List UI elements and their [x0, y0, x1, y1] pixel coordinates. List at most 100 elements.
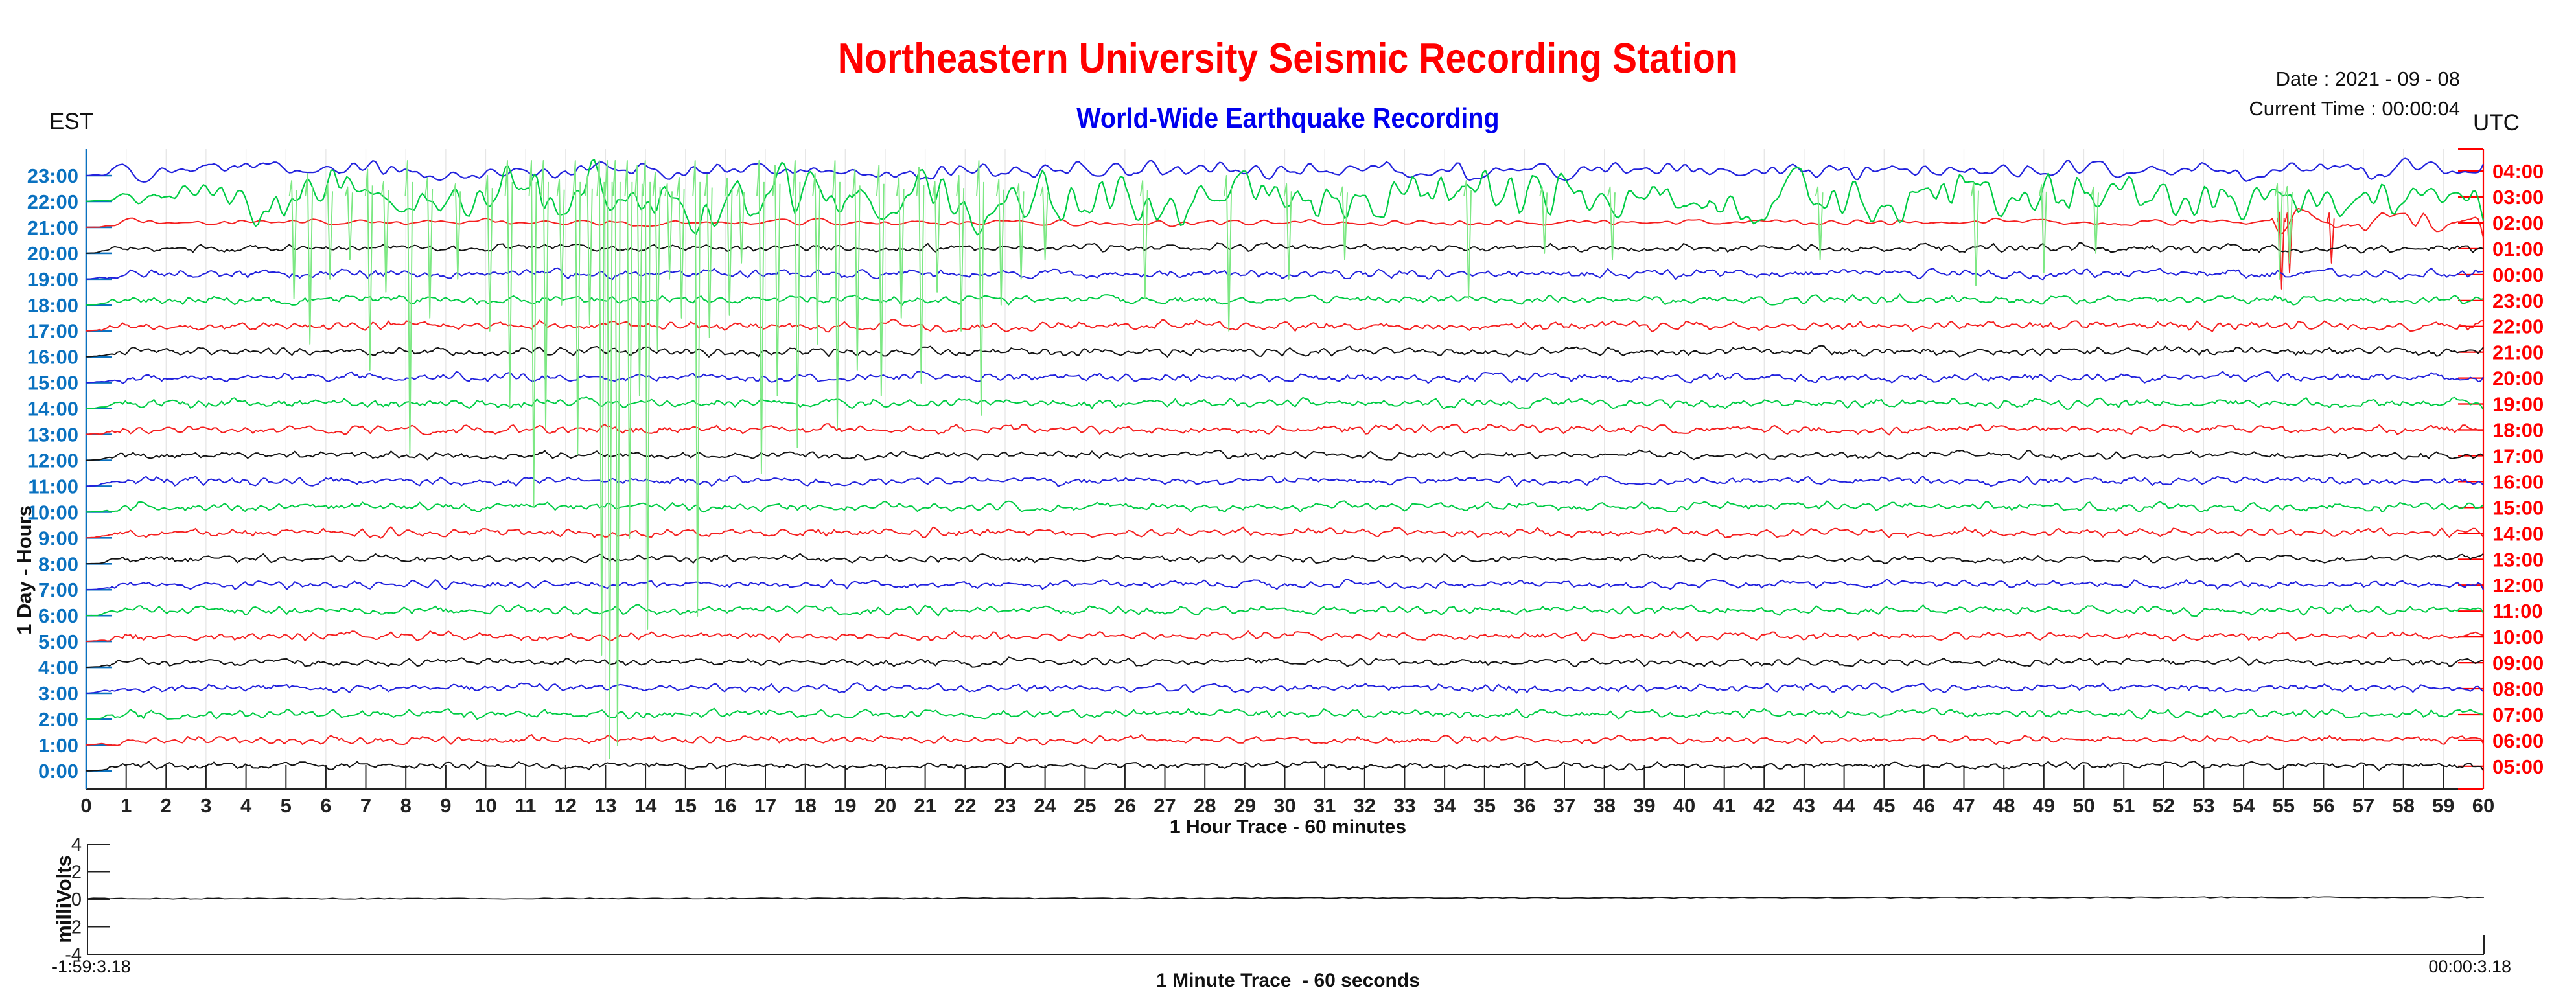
event-spike: [484, 174, 493, 332]
mv-tick-label: -2: [65, 917, 82, 938]
utc-hour-label: 05:00: [2492, 755, 2544, 778]
x-tick-label: 53: [2192, 794, 2214, 817]
event-spike: [812, 172, 821, 345]
x-tick-label: 48: [1993, 794, 2015, 817]
x-tick-label: 11: [515, 794, 537, 817]
utc-hour-label: 17:00: [2492, 445, 2544, 468]
chart-subtitle: World-Wide Earthquake Recording: [0, 102, 2576, 135]
est-hour-label: 9:00: [38, 527, 78, 549]
current-time-label: Current Time : 00:00:04: [2249, 97, 2460, 120]
x-tick-label: 19: [834, 794, 856, 817]
trace-1:00: [86, 734, 2484, 746]
event-spike: [404, 159, 413, 455]
utc-hour-label: 01:00: [2492, 238, 2544, 260]
est-hour-label: 22:00: [27, 190, 78, 213]
hours-axis-title: 1 Day - Hours: [13, 505, 36, 635]
event-spike: [364, 168, 373, 371]
x-tick-label: 51: [2113, 794, 2135, 817]
event-spike: [916, 166, 925, 384]
x-tick-label: 42: [1753, 794, 1775, 817]
x-tick-label: 41: [1713, 794, 1735, 817]
est-hour-label: 10:00: [27, 501, 78, 523]
x-tick-label: 35: [1474, 794, 1496, 817]
event-spike: [452, 183, 461, 280]
event-spike: [1039, 186, 1049, 260]
x-tick-label: 33: [1393, 794, 1415, 817]
x-tick-label: 0: [80, 794, 91, 817]
est-hour-label: 20:00: [27, 242, 78, 265]
event-spike: [2038, 184, 2047, 273]
event-spike: [634, 164, 643, 396]
event-spike: [832, 159, 841, 429]
x-tick-label: 8: [400, 794, 412, 817]
event-spike: [344, 186, 353, 260]
est-hour-label: 11:00: [28, 475, 78, 498]
x-tick-label: 46: [1913, 794, 1935, 817]
event-spike: [664, 183, 673, 280]
trace-3:00: [86, 682, 2484, 694]
event-spike: [772, 164, 781, 396]
utc-hour-label: 10:00: [2492, 626, 2544, 649]
x-tick-label: 60: [2472, 794, 2494, 817]
utc-hour-label: 16:00: [2492, 470, 2544, 493]
utc-hour-label: 11:00: [2492, 600, 2543, 623]
x-tick-label: 23: [994, 794, 1016, 817]
hour-trace-axis-title: 1 Hour Trace - 60 minutes: [1169, 816, 1407, 838]
x-tick-label: 34: [1433, 794, 1456, 817]
utc-hour-label: 18:00: [2492, 419, 2544, 442]
trace-15:00: [86, 371, 2484, 384]
x-tick-label: 44: [1833, 794, 1855, 817]
x-tick-label: 30: [1273, 794, 1295, 817]
x-tick-label: 57: [2352, 794, 2374, 817]
utc-hour-label: 22:00: [2492, 316, 2544, 338]
event-spike: [896, 177, 905, 319]
x-tick-label: 13: [594, 794, 616, 817]
x-tick-label: 58: [2392, 794, 2414, 817]
trace-5:00: [86, 630, 2484, 643]
utc-hour-label: 12:00: [2492, 574, 2544, 597]
est-hour-label: 23:00: [27, 165, 78, 187]
x-tick-label: 24: [1034, 794, 1056, 817]
mv-tick-label: 2: [71, 862, 82, 883]
utc-hour-label: 07:00: [2492, 704, 2544, 726]
x-tick-label: 55: [2273, 794, 2295, 817]
utc-hour-label: 14:00: [2492, 522, 2544, 545]
est-hour-label: 1:00: [38, 734, 78, 757]
event-spike: [676, 177, 685, 319]
minute-trace-start-time: -1:59:3.18: [52, 957, 131, 976]
x-tick-label: 15: [675, 794, 697, 817]
event-spike: [1139, 179, 1148, 299]
millivolts-axis-title: milliVolts: [52, 855, 75, 943]
minute-trace: [87, 896, 2485, 900]
x-tick-label: 39: [1633, 794, 1655, 817]
x-tick-label: 26: [1114, 794, 1136, 817]
utc-hour-label: 09:00: [2492, 652, 2544, 674]
event-spike: [792, 159, 801, 448]
x-tick-label: 18: [794, 794, 816, 817]
event-spike: [1607, 186, 1616, 260]
trace-0:00: [86, 760, 2484, 772]
utc-hour-label: 06:00: [2492, 729, 2544, 752]
mv-tick-label: -4: [65, 945, 82, 965]
event-spike: [1463, 179, 1472, 299]
x-tick-label: 43: [1793, 794, 1815, 817]
event-spike: [288, 179, 297, 299]
x-tick-label: 10: [474, 794, 496, 817]
event-spike: [424, 177, 434, 319]
trace-6:00: [86, 604, 2484, 617]
x-tick-label: 32: [1354, 794, 1376, 817]
trace-20:00: [86, 242, 2484, 254]
utc-hour-label: 15:00: [2492, 496, 2544, 519]
event-spike: [572, 159, 581, 455]
event-spike: [995, 179, 1004, 306]
x-tick-label: 31: [1314, 794, 1336, 817]
event-spike: [325, 183, 334, 280]
x-tick-label: 9: [440, 794, 451, 817]
event-spike: [652, 172, 661, 351]
est-hour-label: 2:00: [38, 708, 78, 731]
event-spike: [540, 159, 549, 429]
event-spike: [2274, 183, 2283, 280]
x-tick-label: 47: [1953, 794, 1975, 817]
trace-17:00: [86, 319, 2484, 333]
event-spike: [956, 174, 965, 332]
